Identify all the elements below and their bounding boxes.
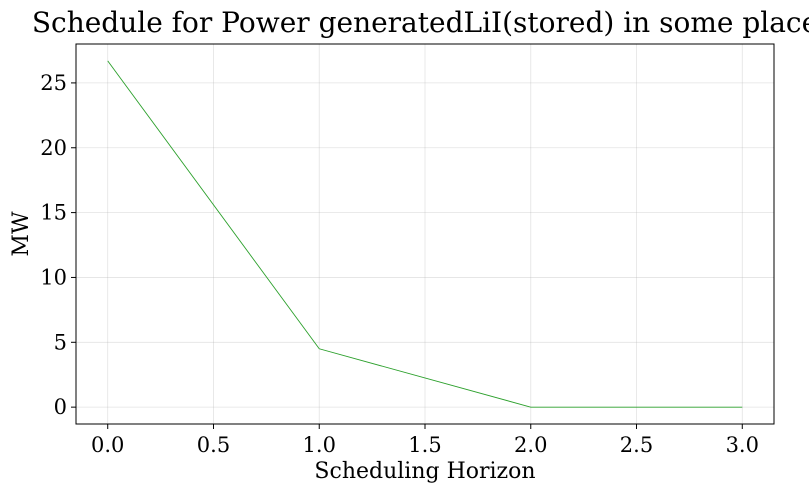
- x-tick-label: 0.0: [91, 433, 124, 457]
- x-tick-label: 2.5: [620, 433, 653, 457]
- chart-title: Schedule for Power generatedLiI(stored) …: [32, 6, 809, 39]
- y-tick-label: 15: [40, 201, 67, 225]
- y-tick-label: 10: [40, 265, 67, 289]
- x-tick-label: 1.0: [303, 433, 336, 457]
- y-tick-label: 20: [40, 136, 67, 160]
- y-tick-label: 25: [40, 71, 67, 95]
- x-tick-label: 2.0: [514, 433, 547, 457]
- x-tick-label: 1.5: [408, 433, 441, 457]
- y-axis-label: MW: [9, 211, 34, 257]
- grid: [76, 44, 774, 424]
- series-line: [107, 60, 743, 408]
- x-axis-label: Scheduling Horizon: [314, 459, 535, 484]
- x-tick-label: 0.5: [197, 433, 230, 457]
- y-tick-label: 0: [54, 395, 67, 419]
- axis-ticks: 0.0 0.5 1.0 1.5 2.0 2.5 3.0 0 5 10 15 20 25: [40, 71, 759, 457]
- series-lines: [107, 60, 743, 408]
- y-tick-label: 5: [54, 330, 67, 354]
- x-tick-label: 3.0: [726, 433, 759, 457]
